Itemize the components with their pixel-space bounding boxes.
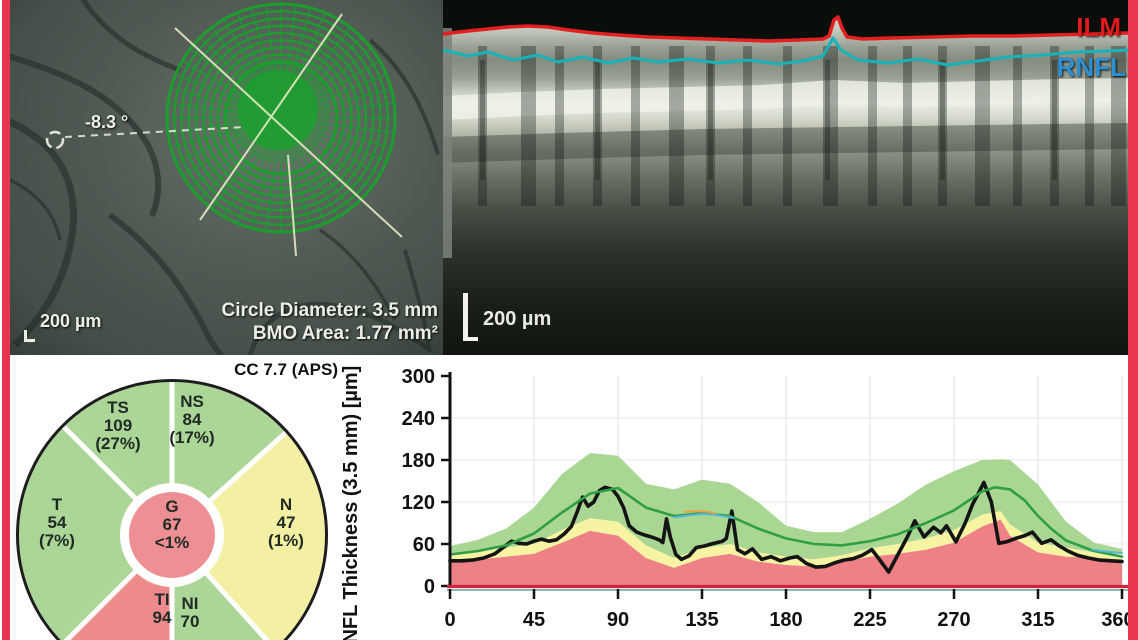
x-tick-label: 135: [685, 609, 718, 631]
sector-T: [19, 426, 172, 640]
circle-diameter-label: Circle Diameter: 3.5 mm: [222, 300, 439, 321]
oct-bscan-panel: ILM RNFL 200 µm: [443, 0, 1128, 355]
frame-border-right: [1128, 0, 1138, 640]
svg-text:67: 67: [163, 515, 182, 534]
sector-label-N: N47(1%): [268, 495, 304, 550]
reference-orange: [684, 510, 717, 515]
band-1-5pct: [450, 511, 1122, 568]
reference-blue-b: [1091, 548, 1123, 555]
fundus-image: -8.3 ° 200 µm Circle Diameter: 3.5 mm BM…: [10, 0, 443, 355]
svg-text:47: 47: [277, 513, 296, 532]
frame-border-left: [2, 0, 10, 640]
bscan-scale-bar: [463, 293, 478, 341]
rnfl-thickness-profile-chart: 0 60 120 180 240 300 0 45 90 135 180 225 270 315 360 R…: [340, 358, 1138, 640]
measured-rnfl: [448, 480, 1124, 574]
retina-cross-section: [443, 17, 1128, 355]
svg-text:(17%): (17%): [169, 428, 214, 447]
svg-text:(1%): (1%): [268, 531, 304, 550]
oct-bscan-image: ILM RNFL 200 µm: [443, 0, 1128, 355]
svg-text:NS: NS: [180, 392, 204, 411]
svg-text:T: T: [52, 495, 63, 514]
sector-label-T: T54(7%): [39, 495, 75, 550]
x-tick-label: 360: [1101, 609, 1134, 631]
sector-label-G: G67<1%: [155, 497, 190, 552]
svg-text:G: G: [165, 497, 178, 516]
svg-text:70: 70: [181, 612, 200, 631]
x-tick-label: 90: [607, 609, 629, 631]
thickness-profile-plot: 0 60 120 180 240 300 0 45 90 135 180 225 270 315 360 R…: [340, 366, 1135, 640]
band-below-1pct: [450, 519, 1122, 586]
y-axis-label: RNFL Thickness (3.5 mm) [µm]: [340, 366, 362, 640]
rotation-label: -8.3 °: [85, 112, 128, 132]
svg-text:NI: NI: [182, 594, 199, 613]
svg-text:(7%): (7%): [39, 531, 75, 550]
x-tick-label: 45: [523, 609, 545, 631]
corneal-curvature-label: CC 7.7 (APS): [234, 360, 338, 379]
sector-outer-ring: [16, 379, 328, 640]
svg-text:TS: TS: [107, 398, 129, 417]
rnfl-label: RNFL: [1057, 52, 1126, 82]
ilm-line: [443, 15, 1128, 43]
x-tick-label: 0: [444, 609, 455, 631]
sector-N: [172, 432, 325, 640]
x-tick-label: 270: [937, 609, 970, 631]
svg-text:84: 84: [183, 410, 202, 429]
scan-target-overlay: [165, 2, 397, 234]
bscan-edge-artifact: [443, 28, 452, 258]
ilm-label: ILM: [1076, 12, 1121, 42]
x-tick-label: 315: [1021, 609, 1054, 631]
sector-NI: [172, 535, 267, 640]
x-tick-label: 225: [853, 609, 886, 631]
x-tick-label: 180: [769, 609, 802, 631]
svg-text:TI: TI: [154, 590, 169, 609]
svg-text:(27%): (27%): [95, 434, 140, 453]
y-tick-label: 0: [424, 576, 435, 598]
fundus-scale-bar: [24, 330, 35, 342]
reference-blue-a: [673, 512, 735, 520]
y-tick-label: 120: [402, 492, 435, 514]
bscan-scale-label: 200 µm: [483, 308, 551, 330]
alignment-lines: [174, 13, 403, 257]
sector-TI: [66, 535, 172, 640]
fundus-image-panel: -8.3 ° 200 µm Circle Diameter: 3.5 mm BM…: [10, 0, 443, 355]
svg-text:N: N: [280, 495, 292, 514]
y-tick-label: 240: [402, 408, 435, 430]
sector-classification-chart: TS 109 (27%) NS 84 (17%) N 47 (1%) NI 70 TI 94 T 54 (7%…: [0, 355, 345, 640]
band-normal: [450, 453, 1122, 560]
rotation-marker: [45, 126, 246, 150]
segmentation-lines: [443, 15, 1128, 67]
bmo-area-label: BMO Area: 1.77 mm²: [253, 323, 438, 344]
fundus-scale-label: 200 µm: [40, 311, 101, 331]
y-tick-label: 60: [413, 534, 435, 556]
svg-text:109: 109: [104, 416, 132, 435]
svg-text:54: 54: [48, 513, 67, 532]
rotation-anchor-icon: [45, 130, 65, 150]
svg-text:<1%: <1%: [155, 533, 190, 552]
y-tick-label: 300: [402, 366, 435, 388]
normative-mean: [448, 486, 1124, 558]
svg-text:94: 94: [153, 608, 172, 627]
rnfl-line: [443, 36, 1128, 67]
sector-G: [129, 492, 215, 578]
y-tick-label: 180: [402, 450, 435, 472]
